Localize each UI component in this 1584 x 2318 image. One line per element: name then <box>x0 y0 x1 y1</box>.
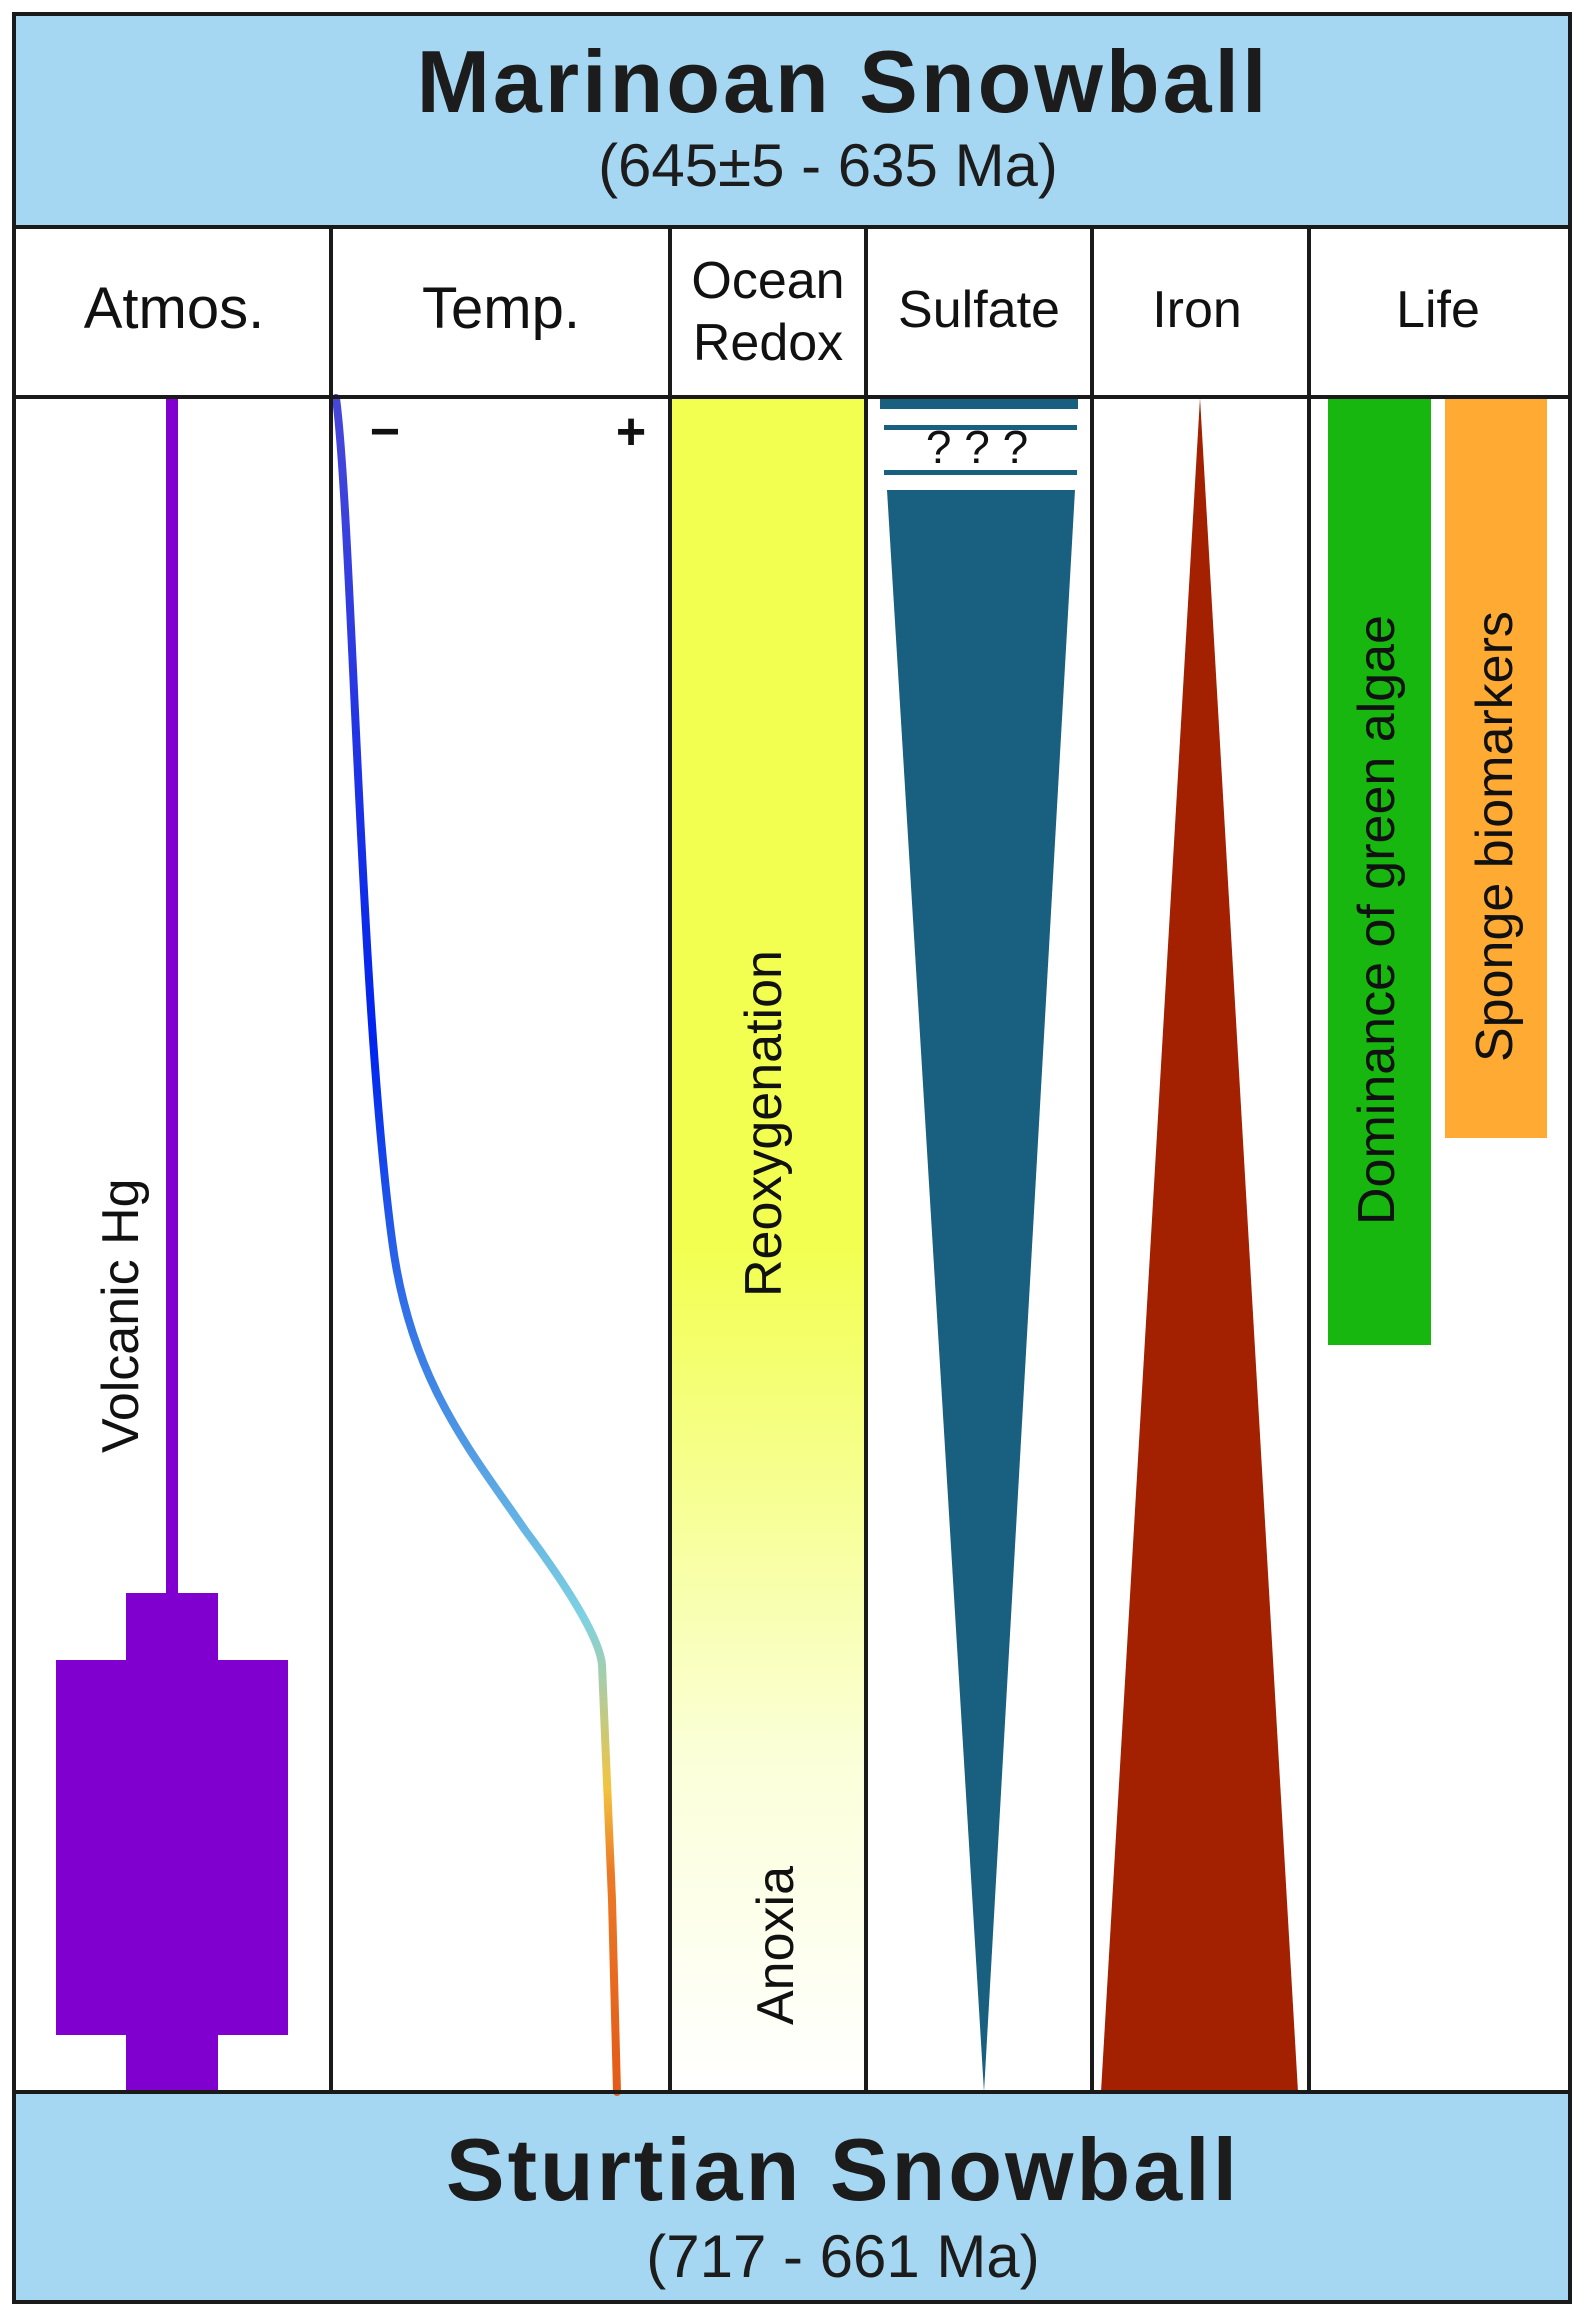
reoxygenation-gradient <box>672 398 864 2092</box>
header-iron: Iron <box>1152 281 1242 339</box>
top-banner <box>14 14 1570 226</box>
iron-wedge <box>1101 398 1298 2092</box>
sulfate-wedge <box>887 490 1075 2092</box>
header-atmos: Atmos. <box>84 276 265 341</box>
header-life: Life <box>1396 281 1480 339</box>
bottom-banner-title: Sturtian Snowball <box>446 2120 1240 2219</box>
reoxygenation-label: Reoxygenation <box>735 950 793 1297</box>
green-algae-label: Dominance of green algae <box>1348 615 1406 1225</box>
sponge-biomarkers-bar <box>1445 398 1547 1138</box>
temp-plus-sign: + <box>616 403 646 461</box>
volcanic-hg-block <box>56 1593 288 2092</box>
volcanic-hg-line <box>166 398 178 1594</box>
top-banner-title: Marinoan Snowball <box>417 32 1270 131</box>
outer-frame <box>12 12 1572 2304</box>
top-banner-subtitle: (645±5 - 635 Ma) <box>598 132 1058 199</box>
anoxia-label: Anoxia <box>747 1866 805 2025</box>
sulfate-dash-2 <box>884 470 1077 475</box>
sponge-biomarkers-label: Sponge biomarkers <box>1466 611 1524 1062</box>
bottom-banner <box>14 2092 1570 2302</box>
green-algae-bar <box>1328 398 1431 1345</box>
temperature-curve <box>332 394 621 2096</box>
volcanic-hg-label: Volcanic Hg <box>92 1178 150 1453</box>
sulfate-dash-1 <box>884 425 1077 430</box>
sulfate-question-marks: ? ? ? <box>926 421 1028 473</box>
temp-minus-sign: − <box>370 403 400 461</box>
header-ocean-redox-line2: Redox <box>693 314 843 372</box>
header-ocean-redox-line1: Ocean <box>691 252 844 310</box>
header-sulfate: Sulfate <box>898 281 1060 339</box>
sulfate-top-band <box>880 398 1078 409</box>
bottom-banner-subtitle: (717 - 661 Ma) <box>646 2223 1040 2290</box>
header-temp: Temp. <box>422 276 580 341</box>
